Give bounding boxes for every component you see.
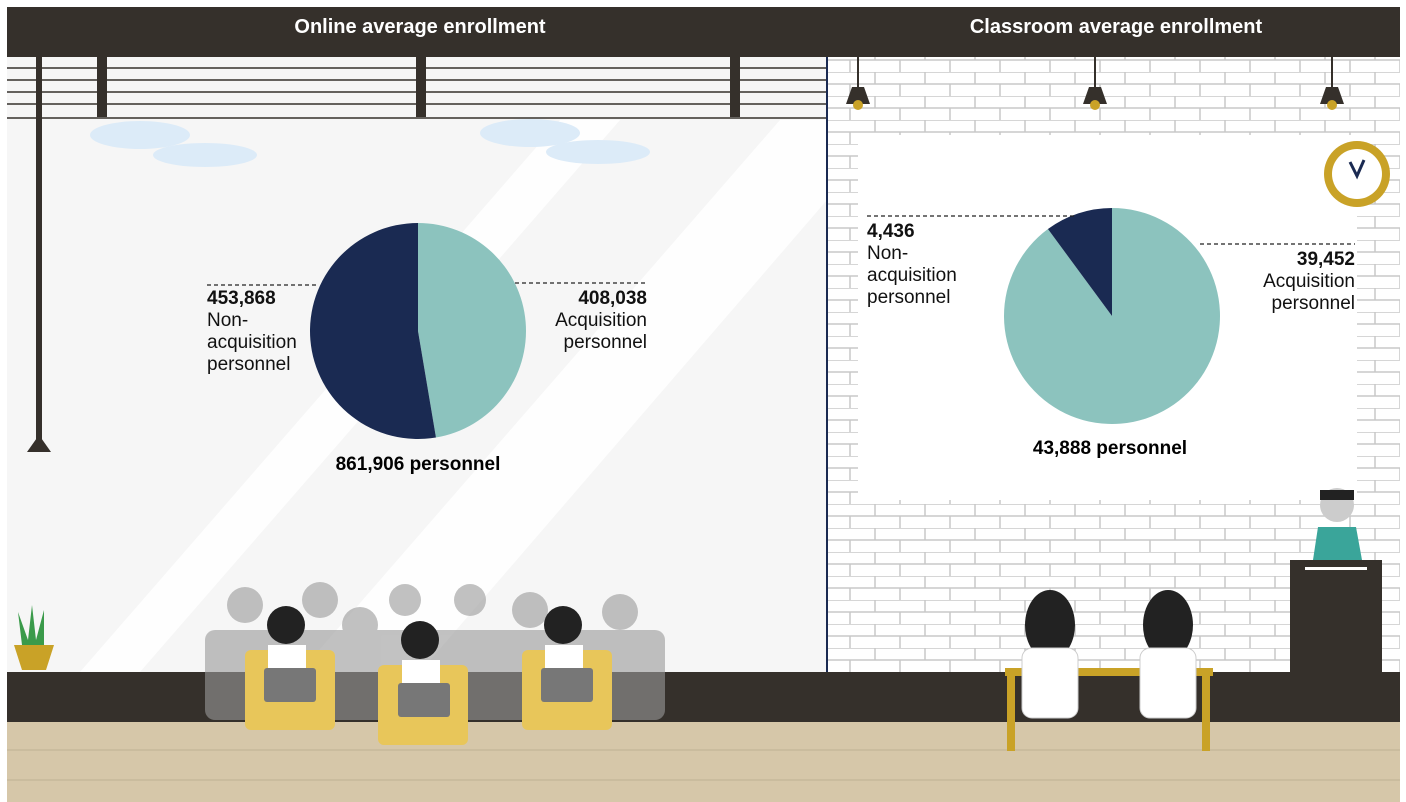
students — [245, 606, 612, 745]
category-label: Non-acquisition personnel — [867, 243, 977, 309]
value-label: 39,452 — [1245, 249, 1355, 271]
value-label: 408,038 — [537, 288, 647, 310]
clock — [1324, 141, 1390, 207]
category-label: Non-acquisition personnel — [207, 310, 317, 376]
chart-title: Classroom average enrollment — [970, 16, 1262, 39]
value-label: 453,868 — [207, 288, 317, 310]
total-label: 43,888 personnel — [1033, 438, 1187, 460]
total-label: 861,906 personnel — [336, 454, 501, 476]
chart-title: Online average enrollment — [294, 16, 545, 39]
scene — [0, 0, 1406, 802]
value-label: 4,436 — [867, 221, 977, 243]
infographic: Online average enrollment408,038Acquisit… — [0, 0, 1406, 802]
category-label: Acquisition personnel — [537, 310, 647, 354]
floor — [7, 722, 1400, 802]
category-label: Acquisition personnel — [1245, 271, 1355, 315]
